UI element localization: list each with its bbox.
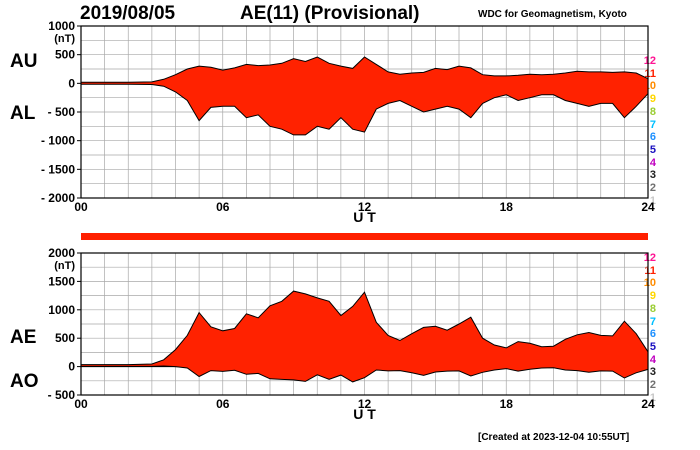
x-axis-label: U T xyxy=(353,406,376,422)
series-line-au xyxy=(81,56,649,83)
legend-count-8: 8 xyxy=(649,302,656,315)
y-tick-label: 0 xyxy=(68,76,75,90)
x-tick-label: 18 xyxy=(500,200,514,214)
legend-count-12: 12 xyxy=(643,55,656,67)
y-tick-label: - 1500 xyxy=(41,162,75,176)
x-tick-label: 00 xyxy=(74,200,88,214)
legend-count-4: 4 xyxy=(649,353,656,366)
y-tick-label: 500 xyxy=(55,331,75,345)
legend-count-9: 9 xyxy=(649,290,656,303)
y-tick-label: 500 xyxy=(55,48,75,62)
y-tick-label: 1500 xyxy=(48,274,75,288)
x-tick-label: 12 xyxy=(358,200,372,214)
legend-count-7: 7 xyxy=(649,118,656,131)
plot-date: 2019/08/05 xyxy=(80,3,176,24)
au-label: AU xyxy=(10,51,38,72)
y-tick-label: 2000 xyxy=(48,246,75,260)
series-band-ae-ao xyxy=(81,291,648,382)
legend-count-8: 8 xyxy=(649,105,656,118)
plot-title: AE(11) (Provisional) xyxy=(240,3,420,24)
legend-count-11: 11 xyxy=(644,67,656,80)
y-tick-label: - 500 xyxy=(48,388,76,402)
station-count-strip xyxy=(81,233,648,240)
series-band-au-al xyxy=(81,57,648,135)
legend-count-9: 9 xyxy=(649,93,656,106)
legend-count-3: 3 xyxy=(649,366,656,379)
y-tick-label: - 1000 xyxy=(41,134,75,148)
y-tick-label: - 500 xyxy=(48,105,76,119)
legend-count-2: 2 xyxy=(649,379,656,392)
x-tick-label: 18 xyxy=(500,397,514,411)
legend-count-2: 2 xyxy=(649,182,656,195)
legend-count-5: 5 xyxy=(649,340,656,353)
y-tick-label: 1000 xyxy=(48,303,75,317)
y-tick-label: 0 xyxy=(68,360,75,374)
legend-count-11: 11 xyxy=(644,264,656,277)
y-tick-label: 1000 xyxy=(48,19,75,33)
series-line-ae xyxy=(81,290,649,366)
y-units-label: (nT) xyxy=(54,33,75,45)
legend-count-6: 6 xyxy=(649,131,656,144)
al-label: AL xyxy=(10,103,36,124)
legend-count-5: 5 xyxy=(649,143,656,156)
legend-count-10: 10 xyxy=(643,277,656,290)
series-line-ao xyxy=(81,365,649,383)
station-count-legend-bottom: 12 11 10 9 8 7 6 5 4 3 2 1 xyxy=(626,252,656,404)
x-tick-label: 00 xyxy=(74,397,88,411)
x-tick-label: 24 xyxy=(641,200,655,214)
legend-count-4: 4 xyxy=(649,156,656,169)
legend-count-1: 1 xyxy=(649,391,656,404)
x-axis-label: U T xyxy=(353,209,376,225)
x-tick-label: 12 xyxy=(358,397,372,411)
legend-count-6: 6 xyxy=(649,328,656,341)
ae-label: AE xyxy=(10,327,37,348)
series-line-al xyxy=(81,83,649,136)
plot-frame xyxy=(80,252,649,396)
x-tick-label: 06 xyxy=(216,200,230,214)
x-tick-label: 24 xyxy=(641,397,655,411)
legend-count-7: 7 xyxy=(649,315,656,328)
x-tick-label: 06 xyxy=(216,397,230,411)
legend-count-3: 3 xyxy=(649,169,656,182)
legend-count-12: 12 xyxy=(643,252,656,264)
source-label: WDC for Geomagnetism, Kyoto xyxy=(478,9,627,20)
y-tick-label: - 2000 xyxy=(41,191,75,205)
y-units-label: (nT) xyxy=(54,260,75,272)
created-timestamp: [Created at 2023-12-04 10:55UT] xyxy=(478,432,630,443)
legend-count-1: 1 xyxy=(649,194,656,207)
ao-label: AO xyxy=(10,371,39,392)
